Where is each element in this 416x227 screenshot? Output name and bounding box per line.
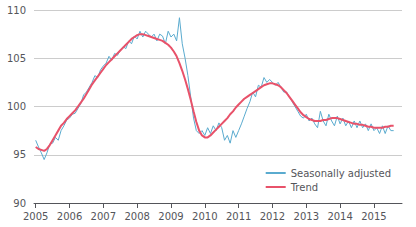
svg-text:110: 110 [7, 5, 26, 16]
svg-text:2014: 2014 [327, 211, 352, 222]
svg-text:100: 100 [7, 101, 26, 112]
svg-text:2005: 2005 [23, 211, 48, 222]
svg-text:2009: 2009 [158, 211, 183, 222]
svg-text:2012: 2012 [260, 211, 285, 222]
svg-text:105: 105 [7, 53, 26, 64]
svg-text:Trend: Trend [290, 182, 318, 193]
svg-text:2010: 2010 [192, 211, 217, 222]
svg-text:90: 90 [13, 198, 26, 209]
svg-text:2008: 2008 [124, 211, 149, 222]
svg-text:2013: 2013 [294, 211, 319, 222]
svg-text:95: 95 [13, 149, 26, 160]
svg-text:Seasonally adjusted: Seasonally adjusted [291, 168, 391, 179]
svg-text:2006: 2006 [57, 211, 82, 222]
svg-text:2015: 2015 [361, 211, 386, 222]
svg-text:2011: 2011 [226, 211, 251, 222]
svg-text:2007: 2007 [91, 211, 116, 222]
